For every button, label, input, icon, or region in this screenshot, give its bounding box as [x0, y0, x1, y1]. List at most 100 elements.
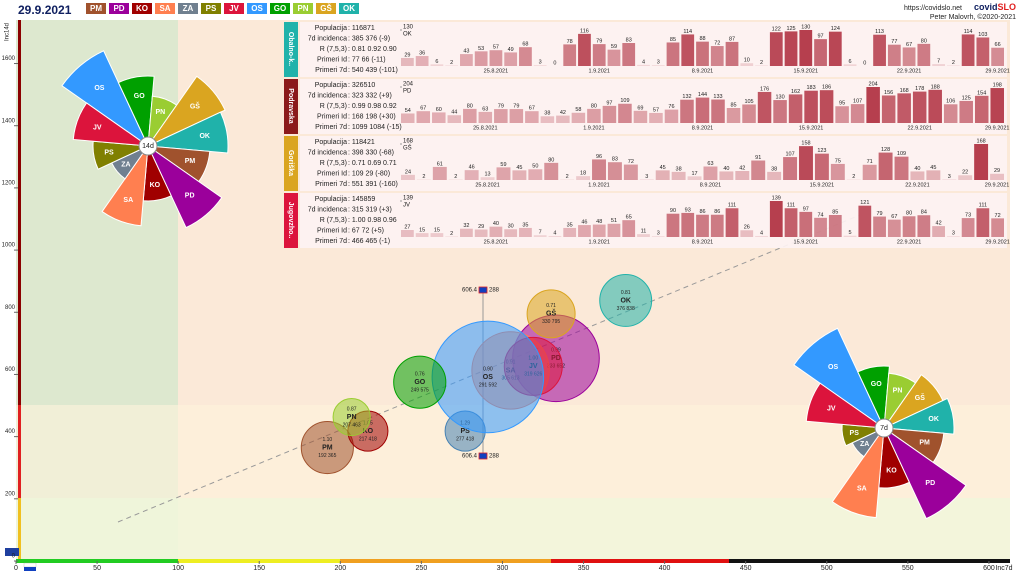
stat-key: 7d incidenca [308, 35, 347, 42]
legend-label: PN [297, 4, 308, 13]
legend-label: PD [113, 4, 124, 13]
legend-swatch [86, 3, 106, 14]
legend-label: KO [136, 4, 148, 13]
bar-label: 6 [849, 59, 852, 65]
url: https://covidslo.net [904, 5, 962, 12]
bar-label: 97 [803, 206, 809, 212]
wedge-label: KO [886, 467, 897, 474]
bar-label: 35 [567, 222, 573, 228]
bar [850, 104, 865, 123]
bar-label: 3 [657, 231, 660, 237]
bar-label: 111 [787, 203, 795, 209]
bar [489, 50, 503, 66]
bubble [332, 397, 371, 437]
bar [445, 236, 459, 237]
bar [415, 233, 429, 237]
bar-label: 35 [522, 222, 528, 228]
wedge-label: ZA [121, 161, 130, 168]
risk-bar [729, 559, 1010, 563]
legend-swatch [316, 3, 336, 14]
bubble-coords: 277 418 [456, 436, 474, 442]
y-tick-label: 130 [403, 25, 414, 31]
bar [519, 227, 532, 237]
wedge-label: JV [93, 124, 102, 131]
bar-label: 40 [493, 221, 499, 227]
panel-title: Jugovzho.. [287, 202, 294, 239]
wedge-label: SA [123, 197, 133, 204]
x-tick-label: 25.8.2021 [475, 182, 499, 188]
bar-label: 53 [478, 46, 484, 52]
region-code: PD [403, 89, 412, 95]
bar [974, 144, 989, 180]
bar-label: 2 [760, 60, 763, 66]
bar [401, 174, 415, 180]
x-tick-label: 550 [902, 565, 914, 572]
national-x-label: 288 [489, 454, 500, 460]
bar-label: 42 [739, 165, 745, 171]
bubble-name: OK [620, 297, 631, 304]
bar [432, 112, 446, 123]
bar [703, 166, 718, 180]
x-tick-label: 29.9.2021 [985, 68, 1009, 74]
trend-line [117, 214, 861, 523]
stat-value: : 398 330 (-68) [348, 149, 394, 156]
bar-label: 57 [653, 107, 659, 113]
bar [740, 230, 754, 237]
bar-label: 45 [930, 165, 936, 171]
bar-label: 29 [994, 168, 1000, 174]
bar-label: 107 [853, 99, 862, 105]
bar-label: 204 [869, 81, 878, 87]
stat-value: : 1.00 0.98 0.96 [348, 217, 397, 224]
x-tick-label: 15.9.2021 [794, 239, 818, 245]
bar [637, 234, 650, 237]
bar [942, 179, 957, 180]
wedge-label: KO [150, 182, 161, 189]
bar [494, 109, 508, 123]
bar [578, 225, 591, 237]
bar-label: 91 [755, 155, 761, 161]
bar-label: 121 [860, 200, 869, 206]
bar-label: 75 [835, 158, 841, 164]
panel-tab [284, 22, 298, 77]
bar [711, 99, 725, 123]
bubble-coords: 192 365 [318, 453, 336, 459]
bubble-r: 0.71 [546, 303, 556, 309]
bar-label: 7 [937, 59, 940, 65]
bar-label: 128 [881, 147, 890, 153]
bar-label: 109 [897, 151, 906, 157]
bar-label: 15 [419, 228, 425, 234]
bar [902, 47, 916, 66]
stat-key: Primeri Id [317, 227, 347, 234]
bar-label: 80 [548, 157, 554, 163]
legend-swatch [155, 3, 175, 14]
bubble [599, 273, 653, 327]
bar [544, 162, 559, 180]
stat-value: : 0.99 0.98 0.92 [348, 103, 397, 110]
x-axis-label: Inc7d [995, 565, 1012, 572]
x-tick-label: 15.9.2021 [810, 182, 834, 188]
bar-label: 72 [628, 159, 634, 165]
bar [742, 104, 756, 123]
bar [881, 95, 896, 123]
bar-label: 61 [437, 161, 443, 167]
polar-wedge [146, 144, 223, 229]
bar [563, 44, 577, 66]
bar-label: 111 [728, 203, 736, 209]
x-tick-label: 8.9.2021 [692, 68, 713, 74]
bar [576, 176, 591, 180]
bar-label: 7 [539, 230, 542, 236]
bar-label: 139 [772, 195, 781, 201]
y-tick-label: 1600 [2, 56, 16, 62]
bar [416, 111, 431, 123]
bar [548, 235, 562, 237]
polar-wedge [72, 102, 150, 147]
polar-wedge [882, 397, 955, 435]
bar [474, 51, 488, 66]
bubble-name: PS [460, 428, 470, 435]
bar [460, 228, 473, 237]
y-tick-label: 139 [403, 196, 414, 202]
flag-si [23, 562, 37, 568]
bar-label: 80 [467, 103, 473, 109]
bar [862, 164, 877, 180]
